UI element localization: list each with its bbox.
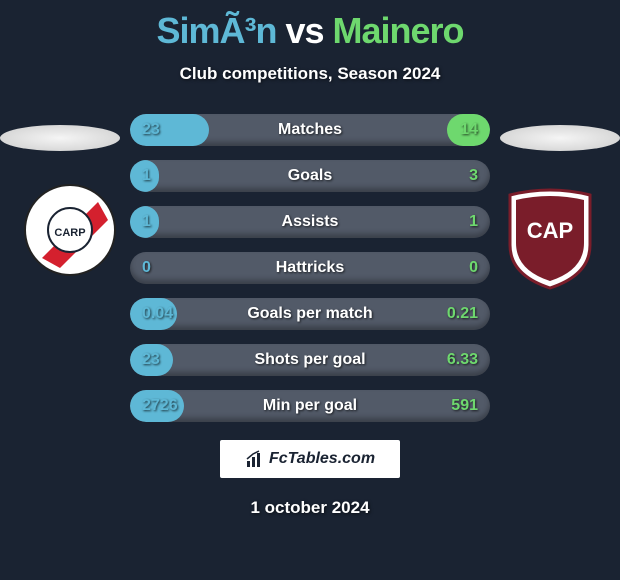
badge-right-text: CAP [527, 218, 573, 243]
stat-row: 0.040.21Goals per match [130, 298, 490, 330]
stats-table: 2314Matches 13Goals 11Assists 00Hattricks 0.… [130, 114, 490, 422]
vs-separator: vs [285, 10, 323, 51]
stat-label: Hattricks [130, 252, 490, 284]
player1-name: SimÃ³n [156, 10, 276, 51]
stat-label: Min per goal [130, 390, 490, 422]
shield-icon: CAP [500, 180, 600, 290]
club-badge-right: CAP [500, 180, 600, 295]
stat-row: 2314Matches [130, 114, 490, 146]
stat-label: Assists [130, 206, 490, 238]
stat-row: 2726591Min per goal [130, 390, 490, 422]
stat-label: Matches [130, 114, 490, 146]
badge-left-text: CARP [54, 227, 85, 239]
footer-date: 1 october 2024 [0, 498, 620, 518]
shield-icon: CARP [20, 180, 120, 280]
stat-label: Goals [130, 160, 490, 192]
stat-row: 00Hattricks [130, 252, 490, 284]
stat-row: 11Assists [130, 206, 490, 238]
stat-label: Goals per match [130, 298, 490, 330]
subtitle: Club competitions, Season 2024 [0, 64, 620, 84]
stat-label: Shots per goal [130, 344, 490, 376]
brand-logo-text: FcTables.com [269, 450, 375, 468]
club-badge-left: CARP [20, 180, 120, 285]
ellipse-decoration-left [0, 125, 120, 151]
stat-row: 236.33Shots per goal [130, 344, 490, 376]
brand-logo: FcTables.com [220, 440, 400, 478]
comparison-title: SimÃ³n vs Mainero [0, 0, 620, 52]
stat-row: 13Goals [130, 160, 490, 192]
ellipse-decoration-right [500, 125, 620, 151]
player2-name: Mainero [333, 10, 464, 51]
chart-icon [245, 449, 265, 469]
